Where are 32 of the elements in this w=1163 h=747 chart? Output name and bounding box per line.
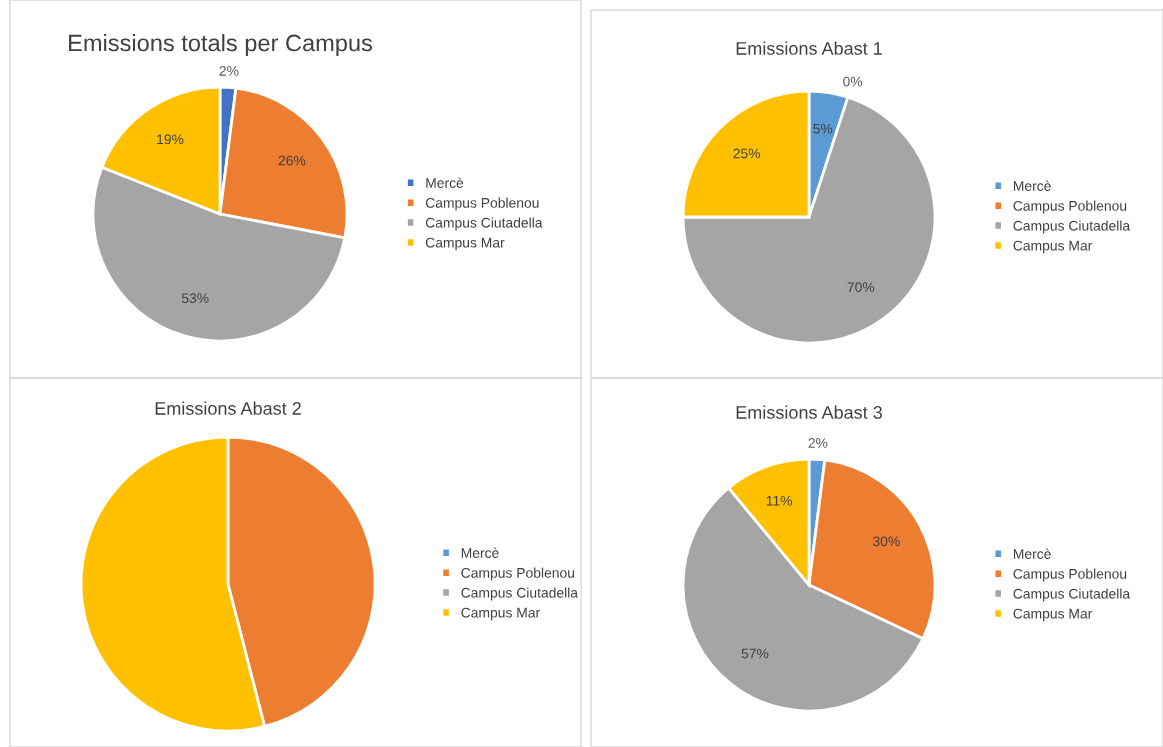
legend-label: Campus Mar — [461, 607, 540, 621]
legend-label: Campus Ciutadella — [461, 587, 579, 601]
data-label: 70% — [847, 282, 875, 293]
data-label: 11% — [766, 495, 793, 506]
legend-label: Mercè — [461, 547, 499, 558]
legend-label: Campus Ciutadella — [1013, 588, 1131, 602]
chart-title: Emissions Abast 3 — [736, 405, 882, 419]
text: 0% — [843, 76, 863, 87]
data-label: 25% — [733, 148, 761, 159]
legend-label: Campus Poblenou — [461, 567, 575, 581]
data-label: 2% — [808, 438, 828, 448]
legend-label: Campus Mar — [425, 237, 505, 251]
legend-label: Campus Mar — [1013, 240, 1093, 254]
legend-label: Campus Poblenou — [425, 197, 539, 211]
legend-label: Campus Ciutadella — [1013, 220, 1131, 234]
legend-label: Campus Ciutadella — [425, 217, 543, 231]
chart-title: Emissions Abast 1 — [736, 41, 882, 55]
data-label: 57% — [741, 648, 769, 659]
legend-label: Campus Mar — [1013, 608, 1093, 622]
data-label: 2% — [219, 65, 239, 76]
data-label: 30% — [872, 536, 900, 547]
legend-label: Mercè — [1013, 548, 1051, 559]
chart-title: Emissions Abast 2 — [155, 401, 301, 415]
data-label: 19% — [157, 134, 184, 145]
data-label: 5% — [813, 123, 833, 134]
legend-label: Campus Poblenou — [1013, 200, 1127, 214]
data-label: 26% — [278, 155, 306, 166]
data-label: 53% — [181, 293, 209, 304]
chart-title: Emissions totals per Campus — [69, 34, 373, 56]
legend-label: Mercè — [1013, 180, 1051, 191]
legend-label: Mercè — [426, 177, 464, 188]
legend-label: Campus Poblenou — [1013, 568, 1127, 582]
